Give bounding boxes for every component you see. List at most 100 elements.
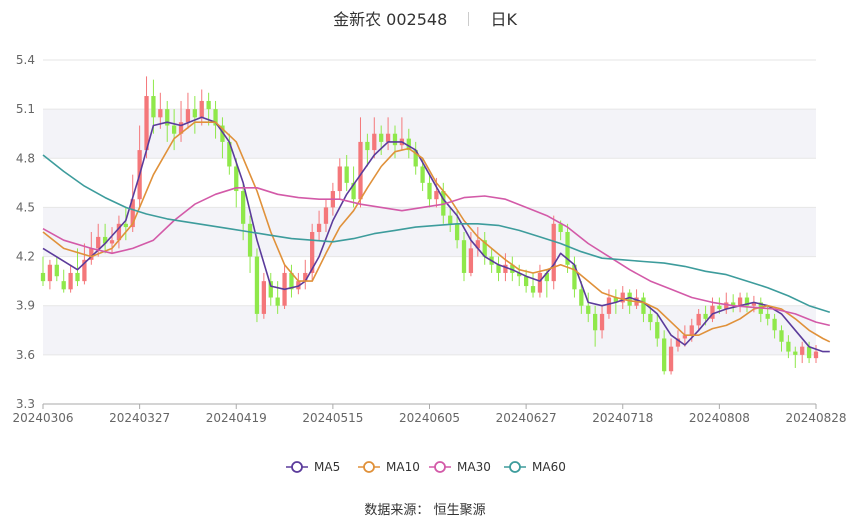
candle-body — [102, 236, 108, 244]
candle-down — [227, 133, 232, 175]
candle-body — [786, 341, 791, 352]
legend-label: MA10 — [386, 460, 420, 474]
candle-down — [275, 281, 280, 314]
candles — [40, 76, 819, 375]
candle-body — [724, 302, 729, 309]
candle-body — [806, 346, 812, 359]
candle-up — [372, 117, 377, 159]
candle-up — [158, 92, 163, 129]
candle-up — [144, 76, 149, 159]
candle-body — [565, 232, 570, 265]
candle-body — [365, 141, 370, 151]
candle-body — [461, 240, 467, 273]
period-label: 日K — [490, 10, 517, 29]
candle-down — [662, 330, 667, 375]
candle-down — [75, 248, 80, 287]
background-bands — [43, 109, 816, 355]
candle-up — [724, 292, 729, 314]
candle-down — [586, 292, 591, 323]
candle-up — [310, 223, 315, 282]
candle-up — [551, 215, 556, 290]
candle-body — [551, 223, 556, 282]
candle-body — [185, 109, 191, 123]
candle-body — [586, 305, 591, 314]
candle-body — [358, 141, 363, 200]
candle-body — [323, 207, 329, 224]
candle-body — [751, 302, 757, 306]
candle-down — [213, 100, 218, 139]
candle-down — [289, 264, 294, 298]
y-tick-label: 4.5 — [16, 200, 35, 214]
candle-body — [696, 313, 701, 326]
candle-body — [544, 272, 549, 282]
candle-body — [241, 191, 246, 224]
candle-up — [303, 259, 308, 290]
candle-down — [413, 141, 418, 175]
candle-body — [344, 166, 349, 183]
stock-name: 金新农 — [333, 10, 382, 29]
candle-body — [689, 325, 694, 336]
candle-up — [358, 117, 363, 208]
y-tick-label: 4.8 — [16, 151, 35, 165]
candle-body — [199, 100, 204, 118]
candle-body — [96, 236, 101, 249]
legend-label: MA5 — [314, 460, 340, 474]
candle-down — [655, 313, 660, 347]
background-band — [43, 109, 816, 159]
candle-up — [599, 305, 605, 339]
candle-down — [171, 109, 177, 151]
candle-down — [779, 325, 784, 352]
candle-down — [482, 232, 487, 265]
candle-body — [448, 215, 453, 224]
candle-body — [772, 318, 777, 331]
candle-down — [461, 232, 467, 282]
candle-body — [158, 109, 163, 118]
candle-body — [213, 109, 218, 126]
candle-up — [813, 345, 819, 364]
candle-up — [316, 210, 322, 241]
candle-down — [627, 289, 632, 314]
candle-body — [813, 351, 819, 359]
candle-body — [572, 264, 577, 290]
candle-body — [261, 281, 266, 314]
candle-body — [579, 289, 584, 306]
stock-code: 002548 — [386, 10, 448, 29]
candle-down — [268, 272, 273, 306]
candle-down — [448, 207, 453, 232]
candle-down — [247, 215, 253, 273]
candle-body — [682, 335, 688, 339]
legend-item-ma5: MA5 — [286, 460, 340, 474]
candle-body — [793, 351, 798, 355]
x-tick-label: 20240718 — [592, 411, 653, 425]
legend: MA5 MA10 MA30 MA60 — [286, 460, 566, 474]
candle-body — [744, 297, 750, 306]
candle-body — [351, 182, 356, 200]
source-value: 恒生聚源 — [433, 503, 486, 518]
y-tick-label: 5.4 — [16, 53, 35, 67]
legend-item-ma60: MA60 — [504, 460, 566, 474]
candle-up — [682, 325, 688, 347]
candle-body — [144, 96, 149, 151]
candle-body — [406, 138, 411, 151]
title-separator — [468, 12, 470, 26]
candle-down — [192, 96, 197, 134]
candle-down — [54, 256, 59, 282]
candle-body — [123, 223, 128, 228]
candle-up — [737, 292, 743, 313]
candle-down — [806, 341, 812, 364]
candle-body — [606, 297, 612, 314]
candle-up — [261, 272, 266, 319]
candle-down — [731, 294, 736, 313]
candle-down — [61, 269, 66, 293]
y-axis: 5.4 5.1 4.8 4.5 4.2 3.9 3.6 3.3 — [16, 53, 35, 411]
candle-body — [496, 264, 501, 273]
candle-up — [282, 264, 287, 309]
x-tick-label: 20240419 — [206, 411, 267, 425]
legend-label: MA30 — [457, 460, 491, 474]
candle-body — [648, 313, 653, 323]
x-tick-label: 20240808 — [689, 411, 750, 425]
candle-body — [40, 272, 46, 282]
candle-down — [510, 256, 515, 282]
